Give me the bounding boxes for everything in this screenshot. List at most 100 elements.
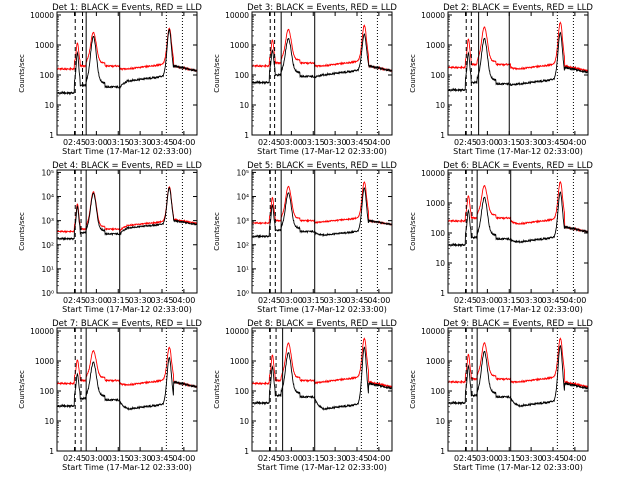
y-tick-label: 100	[40, 71, 55, 80]
x-tick-label: 04:00	[563, 138, 586, 147]
y-tick-label: 10³	[41, 217, 54, 226]
x-tick-label: 04:00	[172, 454, 195, 463]
x-tick-label: 03:45	[541, 454, 564, 463]
panel-title: Det 2: BLACK = Events, RED = LLD	[443, 3, 593, 13]
y-tick-label: 1	[49, 447, 54, 456]
y-tick-label: 100	[40, 387, 55, 396]
y-tick-label: 10¹	[236, 265, 249, 274]
y-tick-label: 10	[435, 259, 445, 268]
lld-series-line	[251, 24, 393, 73]
y-tick-label: 10	[44, 101, 54, 110]
panel-det-1: Det 1: BLACK = Events, RED = LLD02:4503:…	[18, 3, 202, 156]
x-axis-label: Start Time (17-Mar-12 02:33:00)	[453, 147, 583, 156]
y-tick-label: 10³	[236, 217, 249, 226]
lld-series-line	[251, 337, 393, 389]
plot-frame	[251, 11, 393, 136]
x-tick-label: 03:45	[345, 138, 368, 147]
lld-series-line	[447, 180, 589, 234]
x-tick-label: 02:45	[258, 454, 281, 463]
y-tick-label: 100	[235, 387, 250, 396]
y-tick-label: 1	[440, 447, 445, 456]
x-tick-label: 03:15	[302, 454, 325, 463]
x-axis-label: Start Time (17-Mar-12 02:33:00)	[62, 147, 192, 156]
x-axis-label: Start Time (17-Mar-12 02:33:00)	[257, 147, 387, 156]
events-series-line	[251, 346, 393, 411]
events-series-line	[56, 356, 198, 411]
lld-series-line	[447, 21, 589, 73]
y-tick-label: 1000	[230, 357, 249, 366]
y-tick-label: 1	[440, 131, 445, 140]
x-tick-label: 04:00	[367, 454, 390, 463]
x-tick-label: 03:45	[541, 138, 564, 147]
y-axis-label: Counts/sec	[213, 370, 221, 409]
y-tick-label: 10	[239, 417, 249, 426]
x-tick-label: 03:45	[150, 138, 173, 147]
x-tick-label: 03:00	[85, 454, 108, 463]
panel-det-5: Det 5: BLACK = Events, RED = LLD02:4503:…	[213, 161, 397, 314]
plot-frame	[251, 169, 393, 294]
plot-frame	[251, 327, 393, 452]
events-series-line	[251, 32, 393, 85]
y-tick-label: 10000	[225, 327, 249, 336]
x-tick-label: 03:15	[302, 138, 325, 147]
plot-frame	[56, 327, 198, 452]
panel-det-6: Det 6: BLACK = Events, RED = LLD 02:45 03:…	[409, 161, 593, 314]
panel-det-8: Det 8: BLACK = Events, RED = LLD02:4503:…	[213, 319, 397, 472]
events-series-line	[56, 186, 198, 242]
x-tick-label: 02:45	[454, 138, 477, 147]
x-tick-label: 03:30	[520, 138, 543, 147]
y-tick-label: 1000	[426, 357, 445, 366]
y-tick-label: 1000	[426, 41, 445, 50]
x-tick-label: 03:30	[520, 454, 543, 463]
panel-title: Det 6: BLACK = Events, RED = LLD	[443, 161, 593, 171]
y-tick-label: 10⁵	[41, 168, 54, 177]
y-tick-label: 10000	[30, 327, 54, 336]
y-axis-label: Counts/sec	[213, 54, 221, 93]
y-tick-label: 10⁴	[236, 193, 249, 202]
panel-title: Det 3: BLACK = Events, RED = LLD	[247, 3, 397, 13]
x-tick-label: 03:45	[150, 296, 173, 305]
y-tick-label: 100	[235, 71, 250, 80]
x-tick-label: 03:15	[498, 296, 521, 305]
y-axis-label: Counts/sec	[18, 370, 26, 409]
x-tick-label: 03:00	[476, 138, 499, 147]
x-tick-label: 03:45	[345, 296, 368, 305]
y-tick-label: 10²	[236, 241, 249, 250]
x-tick-label: 02:45	[454, 296, 477, 305]
x-tick-label: 03:45	[345, 454, 368, 463]
x-tick-label: 03:30	[129, 454, 152, 463]
y-tick-label: 1	[49, 131, 54, 140]
x-axis-label: Start Time (17-Mar-12 02:33:00)	[62, 463, 192, 472]
plot-frame	[56, 169, 198, 294]
lld-series-line	[447, 337, 589, 389]
x-tick-label: 04:00	[563, 296, 586, 305]
y-tick-label: 1	[244, 131, 249, 140]
plot-frame	[56, 11, 198, 136]
x-tick-label: 02:45	[63, 138, 86, 147]
y-tick-label: 1	[244, 447, 249, 456]
panel-det-9: Det 9: BLACK = Events, RED = LLD02:4503:…	[409, 319, 593, 472]
x-tick-label: 03:00	[280, 454, 303, 463]
events-series-line	[56, 28, 198, 96]
x-axis-label: Start Time (17-Mar-12 02:33:00)	[453, 463, 583, 472]
y-tick-label: 10⁰	[236, 289, 249, 298]
events-series-line	[251, 187, 393, 239]
y-tick-label: 10000	[30, 11, 54, 20]
y-tick-label: 10²	[41, 241, 54, 250]
events-series-line	[447, 191, 589, 248]
x-tick-label: 03:30	[520, 296, 543, 305]
panel-det-4: Det 4: BLACK = Events, RED = LLD02:4503:…	[18, 161, 202, 314]
x-tick-label: 03:30	[324, 454, 347, 463]
x-tick-label: 03:30	[129, 296, 152, 305]
x-tick-label: 04:00	[367, 138, 390, 147]
y-tick-label: 100	[431, 71, 446, 80]
x-tick-label: 03:00	[85, 296, 108, 305]
x-tick-label: 03:15	[107, 296, 130, 305]
panel-det-3: Det 2: BLACK = Events, RED = LLD02:4503:…	[409, 3, 593, 156]
x-axis-label: Start Time (17-Mar-12 02:33:00)	[257, 463, 387, 472]
y-axis-label: Counts/sec	[18, 212, 26, 251]
y-tick-label: 1000	[426, 199, 445, 208]
x-tick-label: 03:15	[498, 138, 521, 147]
panel-title: Det 8: BLACK = Events, RED = LLD	[247, 319, 397, 329]
panel-det-2: Det 3: BLACK = Events, RED = LLD02:4503:…	[213, 3, 397, 156]
